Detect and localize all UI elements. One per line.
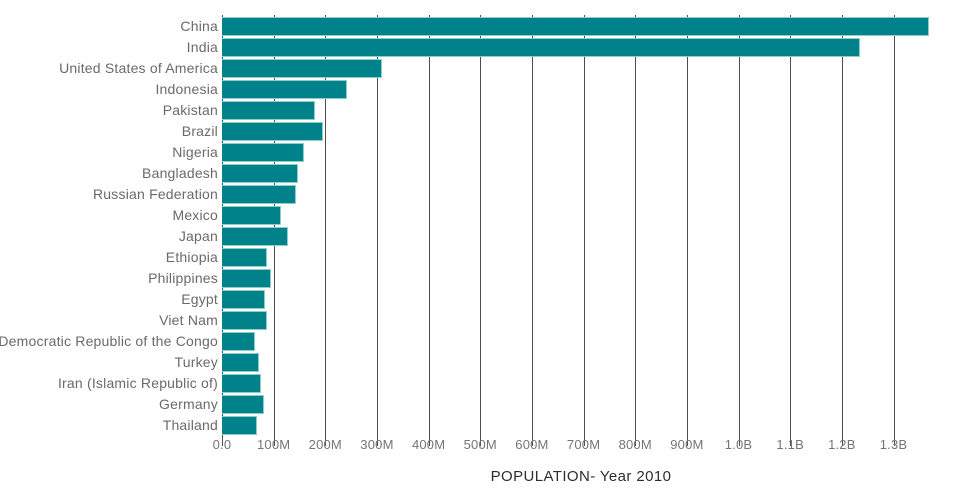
category-label: Iran (Islamic Republic of) <box>57 375 218 391</box>
gridline-700M <box>583 15 585 446</box>
bar <box>222 353 260 372</box>
bar <box>222 143 304 162</box>
x-tick-label: 0.0 <box>212 437 232 452</box>
bar <box>222 290 265 309</box>
bar <box>222 311 268 330</box>
bar <box>222 101 315 120</box>
bar <box>222 248 268 267</box>
gridline-1.2B <box>841 15 843 446</box>
x-tick-label: 300M <box>360 437 394 452</box>
bar <box>222 206 281 225</box>
x-tick-label: 200M <box>308 437 342 452</box>
bar <box>222 332 256 351</box>
x-axis-title: POPULATION- Year 2010 <box>490 468 672 485</box>
category-label: Indonesia <box>155 81 218 97</box>
bar <box>222 38 860 57</box>
x-tick-label: 900M <box>670 437 704 452</box>
gridline-600M <box>531 15 533 446</box>
category-label: Russian Federation <box>93 186 218 202</box>
x-tick-label: 700M <box>566 437 601 452</box>
x-tick-label: 500M <box>463 437 497 452</box>
category-label: Egypt <box>181 291 218 307</box>
category-label: United States of America <box>59 60 218 76</box>
x-tick-label: 100M <box>256 437 291 452</box>
category-label: Viet Nam <box>159 312 218 328</box>
category-label: India <box>186 39 218 55</box>
category-label: Thailand <box>162 417 218 433</box>
x-tick-label: 800M <box>618 437 652 452</box>
x-tick-label: 1.0B <box>724 437 753 452</box>
category-label: Democratic Republic of the Congo <box>0 333 218 349</box>
category-label: Bangladesh <box>142 165 218 181</box>
gridline-900M <box>686 15 688 446</box>
x-tick-label: 1.3B <box>879 437 908 452</box>
bar <box>222 122 324 141</box>
category-label: Nigeria <box>172 144 218 160</box>
category-label: Germany <box>159 396 218 412</box>
category-label: Philippines <box>148 270 218 286</box>
category-label: Turkey <box>174 354 218 370</box>
bar <box>222 185 297 204</box>
gridline-1.0B <box>738 15 740 446</box>
gridline-300M <box>376 15 378 446</box>
bar <box>222 80 347 99</box>
x-tick-label: 1.1B <box>776 437 804 452</box>
bar <box>222 17 930 36</box>
gridline-1.1B <box>790 15 792 446</box>
x-tick-label: 600M <box>515 437 549 452</box>
category-label: Brazil <box>181 123 218 139</box>
category-label: Japan <box>178 228 218 244</box>
bar <box>222 416 257 435</box>
bar <box>222 164 299 183</box>
bar <box>222 374 261 393</box>
x-tick-label: 400M <box>411 437 446 452</box>
category-label: Ethiopia <box>165 249 218 265</box>
gridline-500M <box>480 15 482 446</box>
category-label: Mexico <box>172 207 218 223</box>
gridline-400M <box>428 15 430 446</box>
gridline-1.3B <box>893 15 895 446</box>
bar <box>222 59 382 78</box>
category-label: China <box>180 18 218 34</box>
gridline-200M <box>325 15 327 446</box>
x-tick-label: 1.2B <box>828 437 856 452</box>
bar <box>222 227 289 246</box>
category-label: Pakistan <box>162 102 218 118</box>
bar <box>222 269 271 288</box>
bar <box>222 395 264 414</box>
gridline-800M <box>635 15 637 446</box>
